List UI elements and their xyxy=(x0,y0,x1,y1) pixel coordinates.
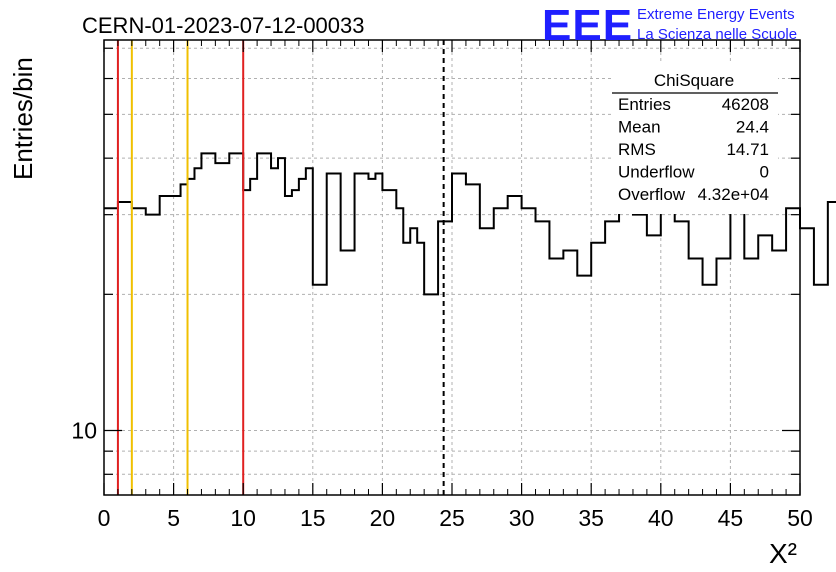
stats-label: Mean xyxy=(618,118,661,137)
stats-label: Overflow xyxy=(618,185,686,204)
stats-box: ChiSquare Entries 46208 Mean 24.4 RMS 14.71 Un… xyxy=(612,64,778,214)
logo-line2: La Scienza nelle Scuole xyxy=(637,26,797,43)
logo-mark: EEE xyxy=(542,1,633,50)
reference-lines xyxy=(116,40,445,495)
stats-value: 46208 xyxy=(722,95,769,114)
stats-value: 4.32e+04 xyxy=(698,185,769,204)
x-tick-label: 10 xyxy=(230,505,256,531)
stats-label: Entries xyxy=(618,95,671,114)
x-tick-label: 5 xyxy=(167,505,180,531)
y-axis-label: Entries/bin xyxy=(8,57,38,180)
x-tick-label: 0 xyxy=(98,505,111,531)
x-tick-label: 15 xyxy=(300,505,326,531)
x-tick-label: 20 xyxy=(370,505,396,531)
stats-label: Underflow xyxy=(618,163,695,182)
x-axis-label: X² xyxy=(769,538,797,569)
histogram-layer xyxy=(104,152,836,296)
logo-line1: Extreme Energy Events xyxy=(637,6,795,23)
chart-title: CERN-01-2023-07-12-00033 xyxy=(82,13,365,38)
x-tick-label: 40 xyxy=(648,505,674,531)
stats-value: 14.71 xyxy=(726,140,769,159)
stats-title: ChiSquare xyxy=(654,71,734,90)
axes: 0 5 10 15 20 25 30 35 40 45 50 10 xyxy=(71,40,813,531)
stats-label: RMS xyxy=(618,140,656,159)
histogram-outline xyxy=(104,152,836,296)
x-tick-label: 35 xyxy=(578,505,604,531)
x-tick-label: 30 xyxy=(509,505,535,531)
eee-logo: EEE Extreme Energy Events La Scienza nel… xyxy=(542,1,797,50)
x-tick-label: 45 xyxy=(718,505,744,531)
stats-value: 24.4 xyxy=(736,118,769,137)
y-tick-label: 10 xyxy=(71,417,97,443)
x-tick-label: 25 xyxy=(439,505,465,531)
x-tick-label: 50 xyxy=(787,505,813,531)
stats-value: 0 xyxy=(760,163,769,182)
